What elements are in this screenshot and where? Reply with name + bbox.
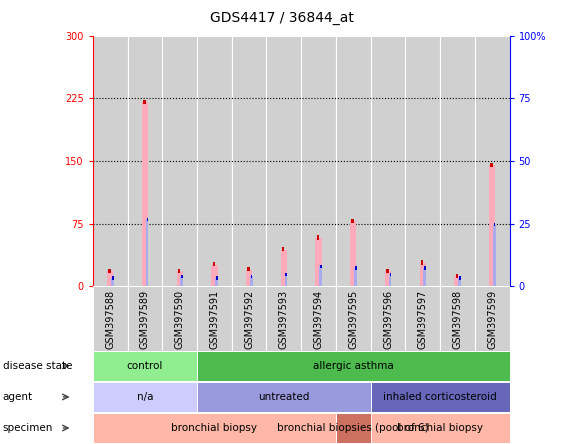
Bar	[177, 271, 183, 286]
Text: inhaled corticosteroid: inhaled corticosteroid	[383, 392, 497, 402]
Bar	[301, 36, 336, 286]
Bar	[213, 262, 215, 266]
Bar	[319, 266, 322, 286]
Bar	[405, 286, 440, 351]
Bar	[370, 36, 405, 286]
Bar	[301, 286, 336, 351]
Bar	[454, 276, 461, 286]
Text: GSM397599: GSM397599	[487, 289, 497, 349]
Bar	[425, 266, 426, 270]
Bar	[111, 278, 114, 286]
Bar	[93, 286, 128, 351]
Bar	[475, 36, 510, 286]
Bar	[494, 223, 495, 226]
Bar	[146, 219, 149, 286]
Bar	[216, 276, 218, 280]
Bar	[178, 269, 180, 273]
Bar	[489, 165, 495, 286]
Bar	[162, 286, 197, 351]
Bar	[128, 36, 162, 286]
Text: GSM397588: GSM397588	[105, 289, 115, 349]
Text: GSM397590: GSM397590	[175, 289, 185, 349]
Text: agent: agent	[3, 392, 33, 402]
Bar	[266, 286, 301, 351]
Bar	[251, 275, 252, 278]
Text: bronchial biopsy: bronchial biopsy	[397, 423, 483, 433]
Bar	[440, 36, 475, 286]
Text: GSM397596: GSM397596	[383, 289, 393, 349]
Bar	[107, 271, 113, 286]
Text: GSM397595: GSM397595	[348, 289, 358, 349]
Bar	[315, 238, 321, 286]
Text: GSM397597: GSM397597	[418, 289, 428, 349]
Bar	[458, 278, 461, 286]
Bar	[232, 36, 266, 286]
Bar	[320, 265, 322, 268]
Text: allergic asthma: allergic asthma	[313, 361, 394, 371]
Bar	[490, 163, 493, 167]
Bar	[180, 276, 183, 286]
Bar	[317, 235, 319, 240]
Bar	[109, 269, 111, 273]
Bar	[355, 266, 356, 270]
Bar	[405, 36, 440, 286]
Bar	[493, 225, 495, 286]
Text: GSM397591: GSM397591	[209, 289, 220, 349]
Bar	[247, 267, 250, 271]
Bar	[440, 286, 475, 351]
Bar	[388, 275, 391, 286]
Bar	[93, 36, 128, 286]
Bar	[281, 250, 287, 286]
Text: GSM397589: GSM397589	[140, 289, 150, 349]
Text: GDS4417 / 36844_at: GDS4417 / 36844_at	[209, 11, 354, 25]
Bar	[197, 36, 232, 286]
Text: bronchial biopsies (pool of 6): bronchial biopsies (pool of 6)	[278, 423, 429, 433]
Bar	[459, 276, 461, 280]
Text: untreated: untreated	[258, 392, 310, 402]
Bar	[246, 270, 252, 286]
Bar	[285, 273, 287, 276]
Bar	[354, 268, 357, 286]
Bar	[162, 36, 197, 286]
Bar	[423, 268, 426, 286]
Bar	[211, 265, 217, 286]
Bar	[181, 275, 183, 278]
Bar	[197, 286, 232, 351]
Text: control: control	[127, 361, 163, 371]
Text: GSM397594: GSM397594	[314, 289, 324, 349]
Bar	[284, 275, 287, 286]
Bar	[390, 273, 391, 276]
Bar	[386, 269, 388, 273]
Bar	[282, 247, 284, 251]
Text: GSM397593: GSM397593	[279, 289, 289, 349]
Bar	[232, 286, 266, 351]
Bar	[215, 278, 218, 286]
Text: bronchial biopsy: bronchial biopsy	[171, 423, 257, 433]
Text: GSM397592: GSM397592	[244, 289, 254, 349]
Text: GSM397598: GSM397598	[453, 289, 462, 349]
Bar	[143, 100, 146, 104]
Bar	[370, 286, 405, 351]
Bar	[336, 36, 370, 286]
Bar	[475, 286, 510, 351]
Bar	[142, 103, 148, 286]
Bar	[266, 36, 301, 286]
Bar	[146, 218, 148, 221]
Text: specimen: specimen	[3, 423, 53, 433]
Bar	[350, 221, 356, 286]
Text: n/a: n/a	[137, 392, 153, 402]
Bar	[455, 274, 458, 278]
Bar	[336, 286, 370, 351]
Bar	[112, 276, 114, 280]
Bar	[419, 263, 426, 286]
Bar	[421, 261, 423, 265]
Text: disease state: disease state	[3, 361, 72, 371]
Bar	[128, 286, 162, 351]
Bar	[250, 276, 253, 286]
Bar	[385, 271, 391, 286]
Bar	[351, 218, 354, 223]
